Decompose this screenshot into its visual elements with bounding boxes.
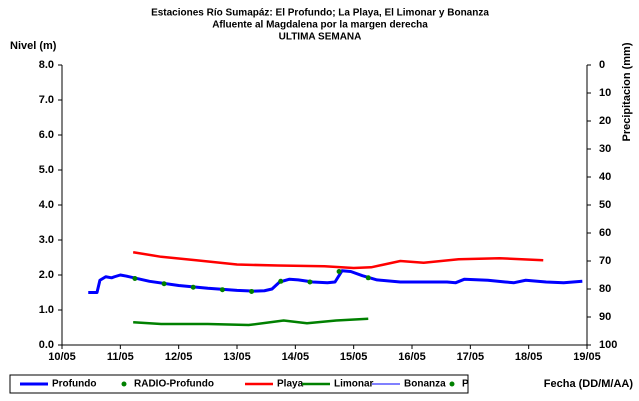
y-axis-label: Nivel (m) — [10, 40, 57, 52]
y2-tick-label: 20 — [599, 115, 611, 127]
x-tick-label: 16/05 — [398, 351, 426, 363]
y2-tick-label: 80 — [599, 283, 611, 295]
y2-tick-label: 50 — [599, 199, 611, 211]
y2-tick-label: 100 — [599, 339, 617, 351]
series-line — [88, 269, 583, 294]
x-tick-label: 15/05 — [340, 351, 368, 363]
y-tick-label: 7.0 — [39, 94, 54, 106]
x-tick-label: 13/05 — [223, 351, 251, 363]
y-tick-label: 2.0 — [39, 269, 54, 281]
data-point — [132, 276, 138, 281]
y-tick-label: 1.0 — [39, 304, 54, 316]
legend-marker — [121, 381, 127, 387]
x-tick-label: 14/05 — [282, 351, 310, 363]
series-line — [132, 251, 544, 270]
x-tick-label: 11/05 — [107, 351, 134, 363]
y2-tick-label: 0 — [599, 59, 605, 71]
x-tick-label: 12/05 — [165, 351, 193, 363]
data-point — [249, 288, 255, 294]
legend-marker — [449, 381, 455, 387]
chart-title: Estaciones Río Sumapáz: El Profundo; La … — [151, 8, 489, 19]
data-point — [307, 279, 313, 285]
y-tick-label: 0.0 — [39, 339, 54, 351]
y2-tick-label: 90 — [599, 311, 611, 323]
legend-label: Profundo — [52, 379, 96, 390]
data-point — [365, 275, 371, 281]
x-tick-label: 18/05 — [515, 351, 543, 363]
y-tick-label: 6.0 — [39, 129, 54, 141]
series-line — [133, 317, 369, 327]
chart-subtitle: ULTIMA SEMANA — [279, 32, 362, 43]
data-point — [219, 287, 225, 293]
y2-tick-label: 10 — [599, 87, 611, 99]
legend-label: P — [462, 379, 469, 390]
legend-label: RADIO-Profundo — [134, 379, 214, 390]
x-tick-label: 10/05 — [48, 351, 76, 363]
y2-axis-label: Precipitacion (mm) — [621, 42, 633, 141]
y-tick-label: 4.0 — [39, 199, 54, 211]
data-point — [336, 269, 342, 274]
y2-tick-label: 70 — [599, 255, 611, 267]
y2-tick-label: 30 — [599, 143, 611, 155]
y-tick-label: 5.0 — [39, 164, 54, 176]
x-axis-label: Fecha (DD/M/AA) — [544, 378, 634, 390]
x-tick-label: 19/05 — [573, 351, 601, 363]
legend-label: Bonanza — [404, 379, 446, 390]
y2-tick-label: 40 — [599, 171, 611, 183]
legend-label: Playa — [277, 379, 304, 390]
legend-box — [9, 374, 469, 394]
data-point — [278, 278, 284, 284]
x-tick-label: 17/05 — [457, 351, 485, 363]
legend-label: Limonar — [334, 379, 374, 390]
data-point — [190, 284, 196, 290]
chart-subtitle: Afluente al Magdalena por la margen dere… — [212, 20, 428, 31]
y2-tick-label: 60 — [599, 227, 611, 239]
data-point — [161, 281, 167, 287]
y-tick-label: 8.0 — [39, 59, 54, 71]
y-tick-label: 3.0 — [39, 234, 54, 246]
